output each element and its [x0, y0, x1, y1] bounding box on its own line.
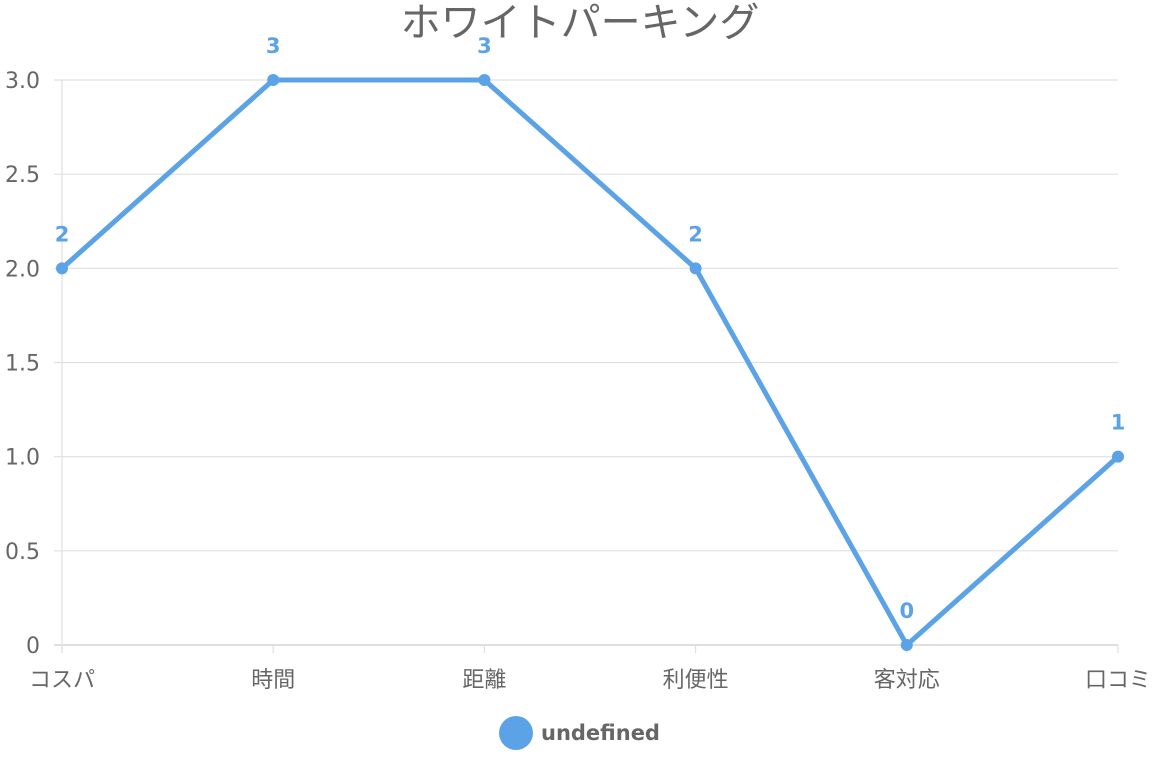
data-point: [900, 639, 913, 651]
data-point: [56, 262, 68, 275]
y-tick-label: 1.0: [5, 446, 40, 471]
series-group: 2 3 3 2 0 1: [55, 34, 1126, 651]
x-tick-label: 時間: [251, 668, 295, 693]
y-tick-label: 2.0: [5, 257, 40, 282]
data-label: 2: [55, 222, 70, 246]
x-tick-label: 距離: [462, 668, 506, 693]
y-tick-label: 0: [26, 634, 40, 659]
data-label: 3: [266, 34, 281, 58]
data-point: [1112, 450, 1124, 463]
x-tick-label: 客対応: [874, 668, 940, 693]
data-label: 2: [688, 222, 703, 246]
data-point: [478, 74, 491, 86]
legend-swatch[interactable]: [499, 716, 533, 750]
x-axis-ticks: コスパ 時間 距離 利便性 客対応 口コミ: [29, 668, 1151, 693]
legend[interactable]: undefined: [499, 716, 660, 750]
chart-title: ホワイトパーキング: [401, 0, 760, 46]
gridlines: [54, 79, 1119, 653]
y-tick-label: 1.5: [5, 352, 40, 377]
data-label: 3: [477, 34, 492, 58]
data-label: 0: [899, 599, 914, 623]
x-tick-label: 利便性: [663, 668, 729, 693]
x-tick-label: コスパ: [29, 668, 95, 693]
y-tick-label: 2.5: [5, 163, 40, 188]
y-axis-ticks: 0 0.5 1.0 1.5 2.0 2.5 3.0: [5, 69, 40, 659]
x-tick-label: 口コミ: [1085, 668, 1151, 693]
data-label: 1: [1111, 411, 1126, 435]
y-tick-label: 3.0: [5, 69, 40, 94]
y-tick-label: 0.5: [5, 540, 40, 565]
data-point: [689, 262, 702, 275]
series-line: [59, 77, 1121, 648]
data-point: [267, 74, 280, 86]
legend-label[interactable]: undefined: [541, 721, 660, 745]
